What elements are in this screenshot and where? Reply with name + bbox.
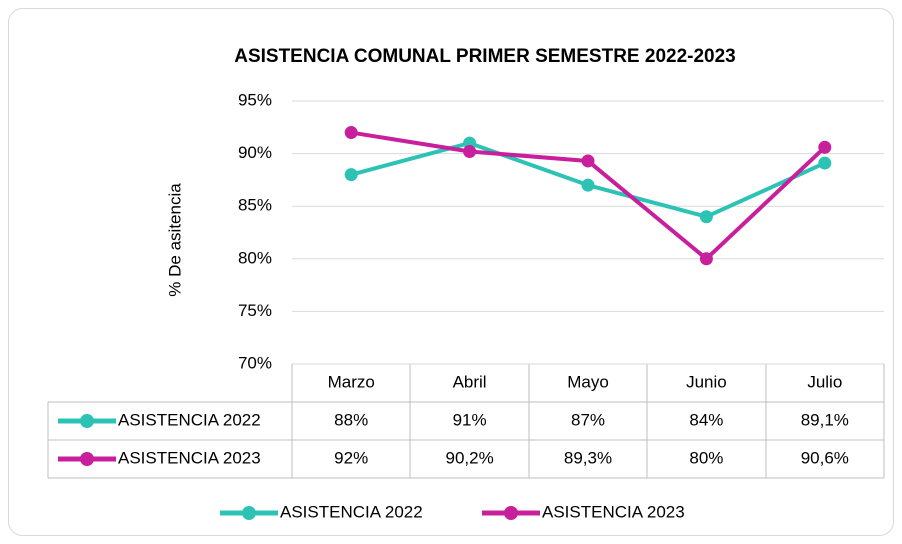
y-tick-label: 90% bbox=[238, 143, 272, 162]
data-point bbox=[344, 126, 358, 140]
chart-frame bbox=[8, 8, 894, 536]
y-tick-label: 85% bbox=[238, 196, 272, 215]
y-tick-label: 70% bbox=[238, 353, 272, 372]
y-tick-label: 80% bbox=[238, 248, 272, 267]
data-point bbox=[344, 168, 358, 182]
table-series-name: ASISTENCIA 2022 bbox=[118, 410, 261, 429]
x-tick-label: Julio bbox=[807, 372, 842, 391]
chart-title: ASISTENCIA COMUNAL PRIMER SEMESTRE 2022-… bbox=[234, 46, 736, 67]
x-tick-label: Junio bbox=[686, 372, 727, 391]
y-tick-label: 75% bbox=[238, 301, 272, 320]
data-point bbox=[699, 210, 713, 224]
y-tick-label: 95% bbox=[238, 90, 272, 109]
legend-label: ASISTENCIA 2023 bbox=[542, 502, 685, 521]
table-value: 92% bbox=[334, 448, 368, 467]
data-point bbox=[463, 144, 477, 158]
data-point bbox=[581, 154, 595, 168]
table-legend-marker bbox=[80, 452, 94, 466]
data-table bbox=[47, 364, 885, 479]
legend-marker bbox=[504, 506, 518, 520]
x-tick-label: Mayo bbox=[567, 372, 609, 391]
table-legend-marker bbox=[80, 414, 94, 428]
table-value: 89,1% bbox=[801, 410, 849, 429]
legend-marker bbox=[242, 506, 256, 520]
x-tick-label: Marzo bbox=[328, 372, 375, 391]
table-value: 80% bbox=[689, 448, 723, 467]
x-tick-label: Abril bbox=[453, 372, 487, 391]
data-point bbox=[818, 140, 832, 154]
table-value: 91% bbox=[453, 410, 487, 429]
data-point bbox=[699, 252, 713, 266]
legend-label: ASISTENCIA 2022 bbox=[280, 502, 423, 521]
table-value: 87% bbox=[571, 410, 605, 429]
table-value: 84% bbox=[689, 410, 723, 429]
data-point bbox=[818, 156, 832, 170]
y-axis-label: % De asitencia bbox=[165, 183, 184, 297]
table-series-name: ASISTENCIA 2023 bbox=[118, 448, 261, 467]
table-value: 90,2% bbox=[445, 448, 493, 467]
data-point bbox=[581, 178, 595, 192]
table-value: 90,6% bbox=[801, 448, 849, 467]
table-value: 88% bbox=[334, 410, 368, 429]
table-value: 89,3% bbox=[564, 448, 612, 467]
